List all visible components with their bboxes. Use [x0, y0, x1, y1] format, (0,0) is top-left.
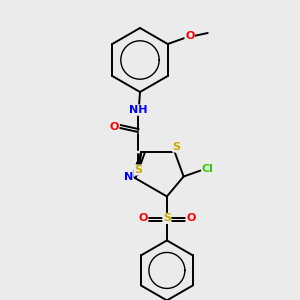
Text: O: O [185, 31, 194, 41]
Text: S: S [163, 213, 171, 224]
Text: N: N [124, 172, 133, 182]
Text: S: S [134, 165, 142, 175]
Text: S: S [173, 142, 181, 152]
Text: O: O [138, 213, 148, 224]
Text: NH: NH [129, 105, 147, 115]
Text: O: O [109, 122, 119, 132]
Text: Cl: Cl [202, 164, 214, 173]
Text: O: O [186, 213, 196, 224]
